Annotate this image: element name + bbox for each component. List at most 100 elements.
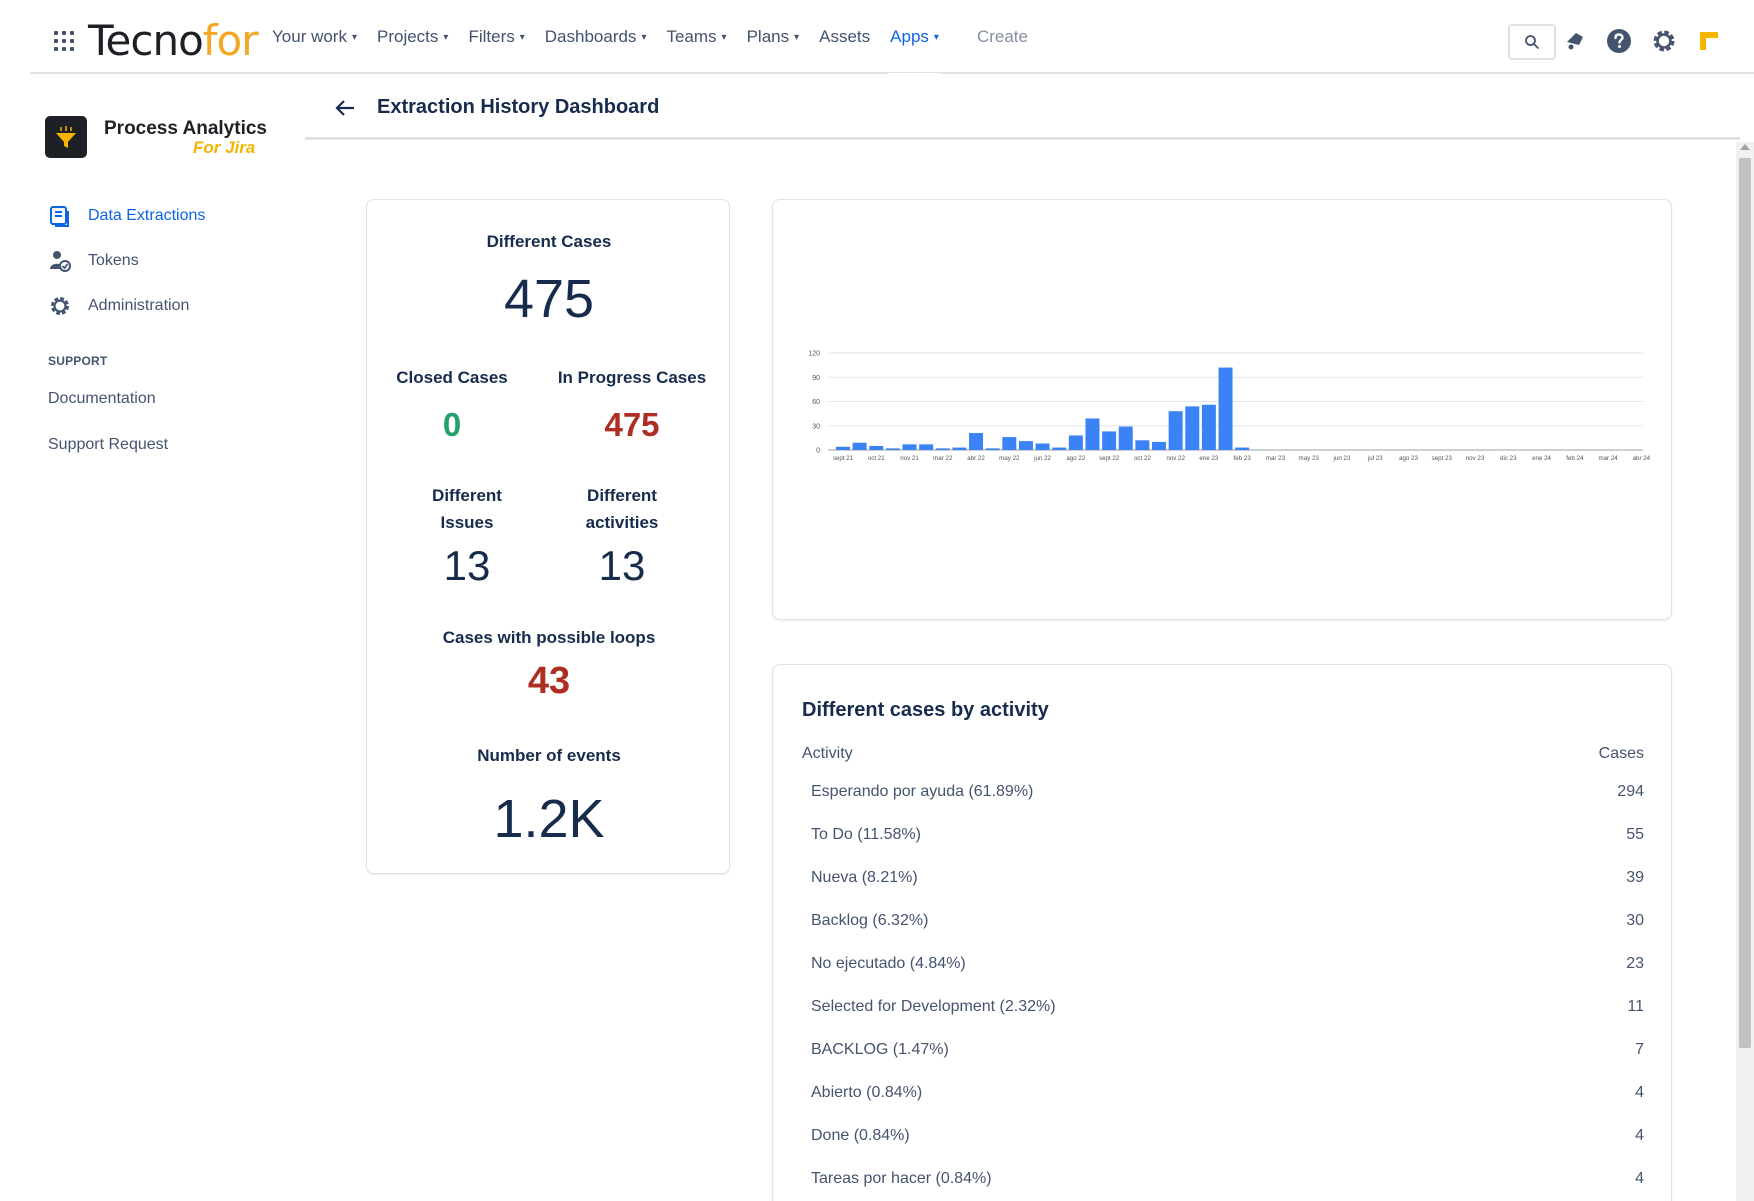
- possible-loops-value: 43: [527, 660, 571, 702]
- bar[interactable]: [1102, 431, 1117, 450]
- nav-filters[interactable]: Filters ▾: [458, 0, 534, 74]
- cases-by-activity-card: Different cases by activity Activity Cas…: [772, 664, 1672, 1201]
- summary-stats-card: Different Cases 475 Closed Cases 0 In Pr…: [366, 199, 730, 874]
- bar[interactable]: [1085, 418, 1100, 450]
- bar[interactable]: [985, 448, 1000, 450]
- scroll-thumb[interactable]: [1739, 158, 1751, 1048]
- bar[interactable]: [1052, 447, 1067, 450]
- x-tick-label: jun 23: [1333, 455, 1351, 462]
- search-button[interactable]: [1508, 24, 1556, 60]
- logo-text-tail: for: [202, 16, 259, 65]
- x-tick-label: sept 23: [1432, 455, 1453, 462]
- settings-icon[interactable]: [1651, 28, 1677, 54]
- chevron-down-icon: ▾: [794, 31, 800, 43]
- bar[interactable]: [919, 444, 934, 450]
- nav-assets[interactable]: Assets: [809, 0, 880, 74]
- sidebar-item-administration[interactable]: Administration: [48, 294, 189, 318]
- nav-label: Teams: [666, 27, 717, 46]
- vertical-scrollbar[interactable]: [1736, 142, 1754, 1201]
- nav-label: Plans: [746, 27, 790, 46]
- bar[interactable]: [1118, 426, 1133, 450]
- cases-cell: 39: [1626, 869, 1644, 886]
- cases-bar-chart: 0 30 60 90 120 sept 21 oct 21 nov 21 mar 22 abr 2…: [808, 351, 1651, 463]
- nav-your-work[interactable]: Your work ▾: [262, 0, 367, 74]
- cases-cell: 11: [1627, 998, 1644, 1015]
- bar[interactable]: [969, 433, 984, 450]
- activity-column-header: Activity: [802, 745, 853, 762]
- bar[interactable]: [1168, 411, 1183, 450]
- sidebar-item-tokens[interactable]: Tokens: [48, 249, 139, 273]
- documentation-link[interactable]: Documentation: [48, 390, 156, 407]
- search-icon: [1525, 35, 1539, 49]
- sidebar-item-data-extractions[interactable]: Data Extractions: [48, 204, 205, 228]
- table-row: Abierto (0.84%) 4: [802, 1084, 1644, 1127]
- cases-over-time-chart-card: 0 30 60 90 120 sept 21 oct 21 nov 21 mar 22 abr 2…: [772, 199, 1672, 620]
- bar[interactable]: [1235, 447, 1250, 450]
- bar[interactable]: [1218, 367, 1233, 450]
- help-icon[interactable]: [1606, 28, 1632, 54]
- bar[interactable]: [1068, 435, 1083, 450]
- x-tick-label: sept 22: [1099, 455, 1120, 462]
- bar[interactable]: [852, 442, 867, 450]
- scroll-up-arrow-icon[interactable]: [1740, 144, 1750, 150]
- bar[interactable]: [885, 448, 900, 450]
- create-button[interactable]: Create: [976, 27, 1028, 46]
- cases-cell: 30: [1626, 912, 1644, 929]
- cases-cell: 23: [1626, 955, 1644, 972]
- support-request-link[interactable]: Support Request: [48, 436, 169, 453]
- bar[interactable]: [902, 444, 917, 450]
- nav-label: Dashboards: [544, 27, 637, 46]
- sidebar-item-label: Data Extractions: [88, 207, 206, 224]
- bar[interactable]: [1185, 406, 1200, 450]
- bar[interactable]: [836, 446, 850, 450]
- bar[interactable]: [1135, 440, 1150, 450]
- nav-apps[interactable]: Apps ▾: [880, 0, 949, 76]
- bar[interactable]: [935, 448, 950, 450]
- bar[interactable]: [869, 445, 884, 450]
- chevron-down-icon: ▾: [443, 31, 449, 43]
- nav-dashboards[interactable]: Dashboards ▾: [535, 0, 657, 74]
- bar[interactable]: [1002, 437, 1017, 450]
- page-header: Extraction History Dashboard: [305, 76, 1740, 140]
- number-of-events-label: Number of events: [477, 746, 621, 765]
- tecnofor-logo[interactable]: Tecnofor: [88, 16, 259, 66]
- funnel-logo-icon: [45, 116, 87, 158]
- brand-title: Process Analytics: [104, 118, 267, 139]
- bar[interactable]: [1018, 441, 1033, 450]
- bar[interactable]: [952, 447, 967, 450]
- x-tick-label: mar 24: [1598, 455, 1618, 462]
- activity-cell: Esperando por ayuda (61.89%): [811, 783, 1034, 800]
- x-tick-label: abr 22: [967, 455, 985, 462]
- app-switcher-icon[interactable]: [54, 31, 74, 51]
- gear-icon: [48, 294, 72, 318]
- nav-teams[interactable]: Teams ▾: [656, 0, 736, 74]
- x-tick-label: abr 24: [1633, 455, 1651, 462]
- notifications-icon[interactable]: [1562, 28, 1588, 54]
- activity-cell: Backlog (6.32%): [811, 912, 929, 929]
- sidebar-item-label: Tokens: [88, 252, 139, 269]
- bar[interactable]: [1152, 441, 1166, 450]
- nav-label: Your work: [272, 27, 347, 46]
- different-activities-label-line2: activities: [585, 513, 659, 532]
- possible-loops-label: Cases with possible loops: [442, 628, 656, 647]
- nav-projects[interactable]: Projects ▾: [367, 0, 458, 74]
- chevron-down-icon: ▾: [641, 31, 647, 43]
- x-tick-label: nov 22: [1166, 455, 1185, 462]
- sidebar-item-label: Administration: [88, 297, 190, 314]
- back-arrow-icon[interactable]: [331, 94, 359, 122]
- x-tick-label: oct 22: [1134, 455, 1151, 462]
- nav-plans[interactable]: Plans ▾: [737, 0, 810, 74]
- table-row: Tareas por hacer (0.84%) 4: [802, 1170, 1644, 1201]
- bar[interactable]: [1035, 443, 1050, 450]
- x-tick-label: ago 23: [1399, 455, 1418, 462]
- table-row: No ejecutado (4.84%) 23: [802, 955, 1644, 998]
- activity-cell: Selected for Development (2.32%): [811, 998, 1056, 1015]
- cases-cell: 4: [1635, 1127, 1644, 1144]
- different-issues-value: 13: [443, 542, 491, 589]
- chevron-down-icon: ▾: [933, 31, 939, 43]
- x-tick-label: dic 23: [1500, 455, 1517, 462]
- brand-subtitle: For Jira: [193, 138, 256, 157]
- profile-icon[interactable]: [1696, 28, 1722, 54]
- bar[interactable]: [1201, 404, 1216, 450]
- x-tick-label: jul 23: [1367, 455, 1383, 462]
